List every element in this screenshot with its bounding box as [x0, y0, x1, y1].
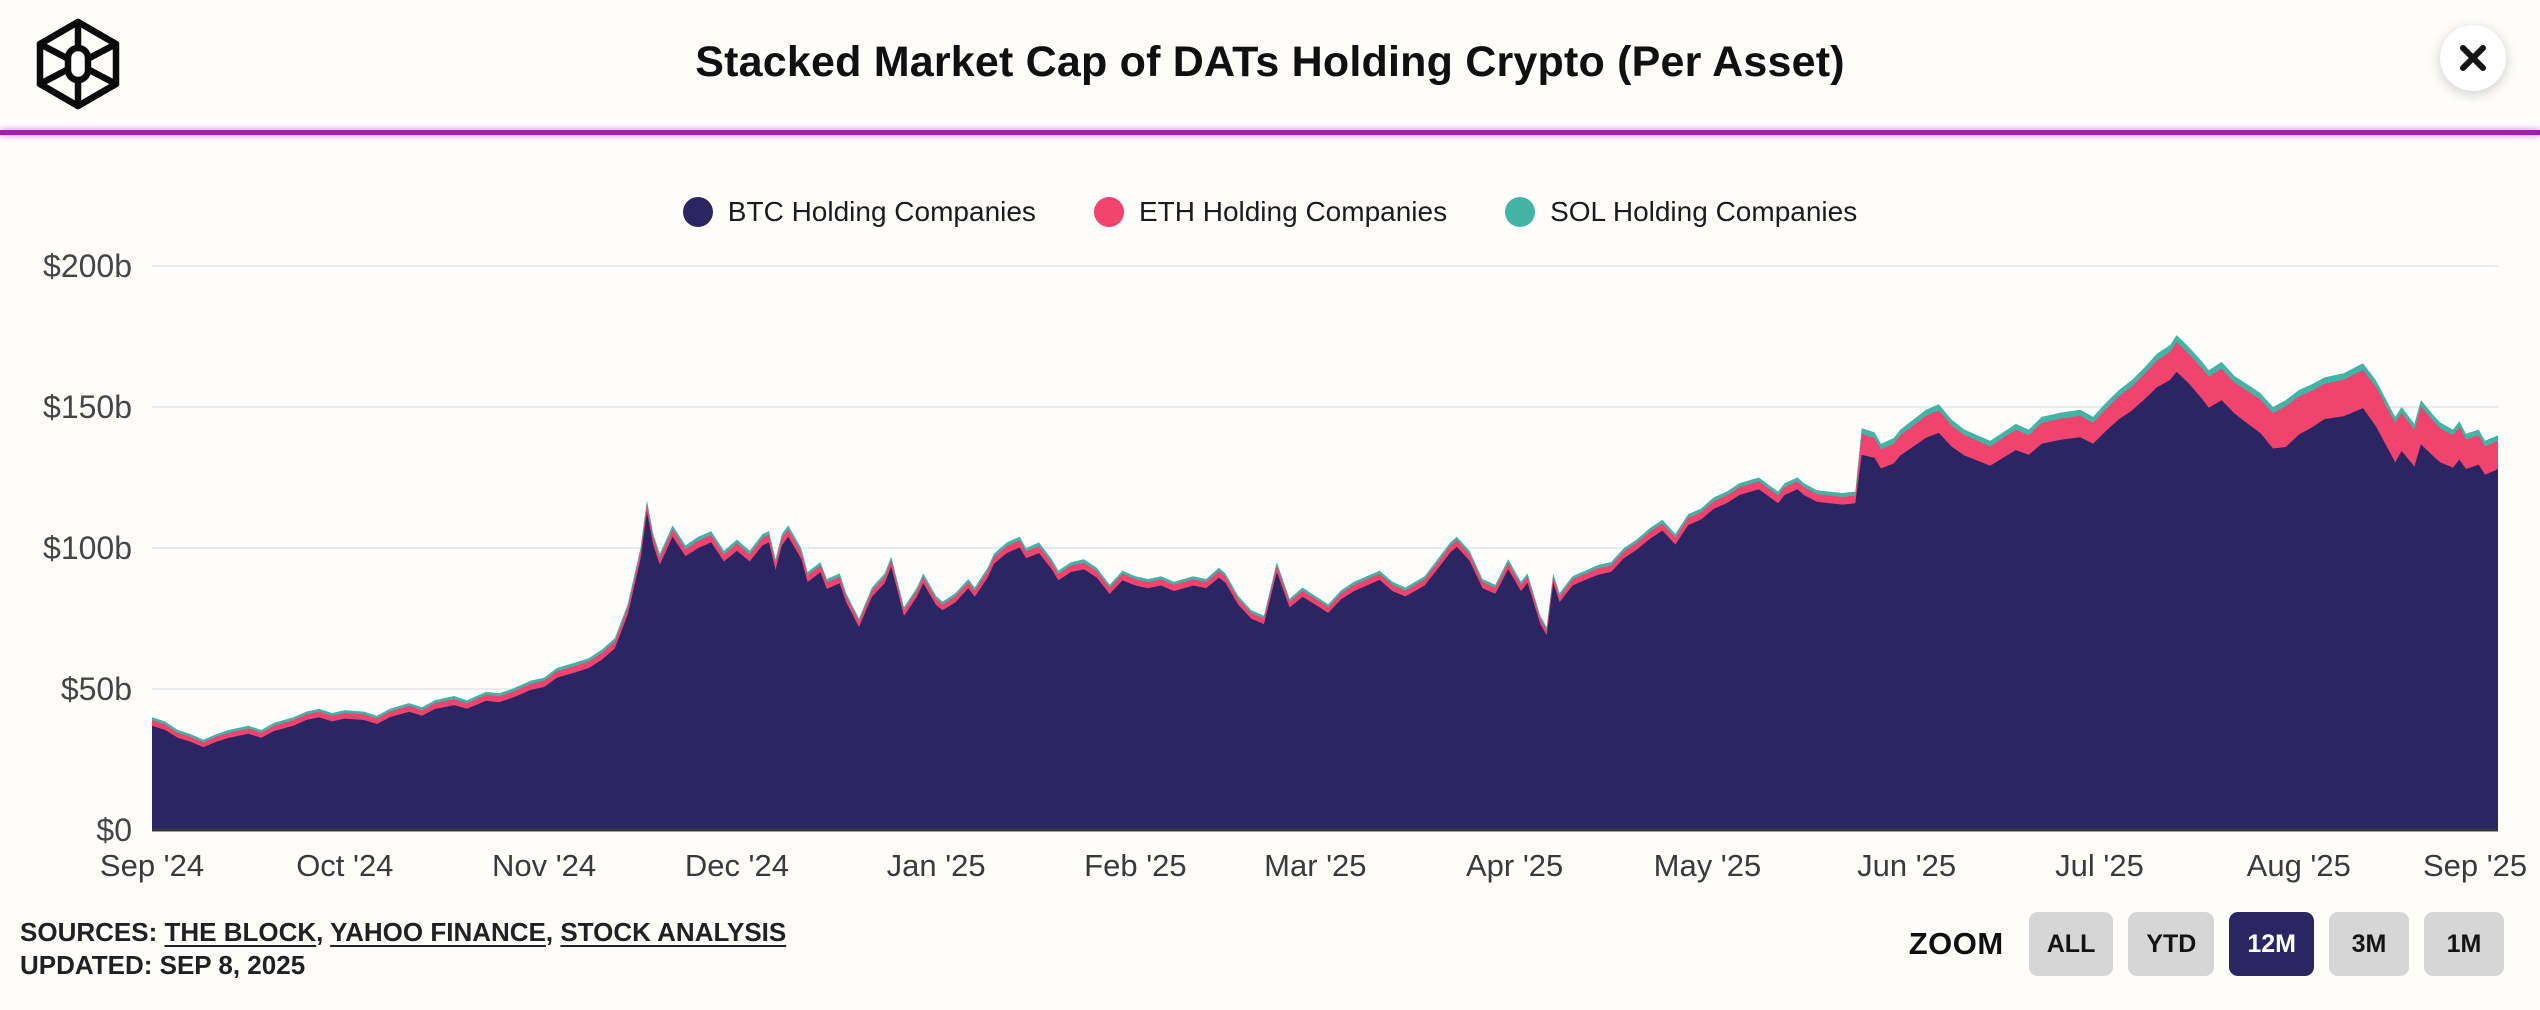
x-tick-label: Jun '25 [1857, 848, 1957, 883]
legend-item-eth[interactable]: ETH Holding Companies [1093, 196, 1448, 228]
x-tick-label: Oct '24 [296, 848, 394, 883]
area-BTC Holding Companies [152, 371, 2498, 830]
x-tick-label: Feb '25 [1084, 848, 1187, 883]
legend-item-btc[interactable]: BTC Holding Companies [682, 196, 1036, 228]
y-tick-label: $100b [43, 530, 132, 566]
x-tick-label: Dec '24 [684, 848, 789, 883]
btc-series-dot-icon [682, 197, 713, 227]
y-tick-label: $150b [43, 389, 132, 425]
zoom-controls: ZOOM ALL YTD 12M 3M 1M [1909, 912, 2504, 976]
eth-series-dot-icon [1093, 197, 1124, 227]
x-tick-label: Apr '25 [1465, 848, 1564, 883]
zoom-button-all[interactable]: ALL [2028, 912, 2114, 976]
legend-item-sol[interactable]: SOL Holding Companies [1505, 196, 1857, 228]
legend-label: BTC Holding Companies [727, 196, 1036, 227]
y-tick-label: $200b [43, 248, 132, 284]
sources-block: SOURCES: THE BLOCK, YAHOO FINANCE, STOCK… [20, 916, 786, 982]
sources-line: SOURCES: THE BLOCK, YAHOO FINANCE, STOCK… [20, 916, 786, 949]
zoom-button-3m[interactable]: 3M [2329, 912, 2409, 976]
sources-label: SOURCES: [20, 917, 158, 947]
page-title: Stacked Market Cap of DATs Holding Crypt… [695, 38, 1845, 86]
separator: , [316, 917, 324, 947]
zoom-button-1m[interactable]: 1M [2424, 912, 2504, 976]
source-link-yahoo-finance[interactable]: YAHOO FINANCE [330, 917, 546, 947]
zoom-button-ytd[interactable]: YTD [2128, 912, 2215, 976]
y-tick-label: $50b [60, 671, 132, 707]
y-tick-label: $0 [96, 812, 132, 848]
zoom-label: ZOOM [1908, 926, 2004, 961]
source-link-stock-analysis[interactable]: STOCK ANALYSIS [560, 917, 787, 947]
updated-line: UPDATED: SEP 8, 2025 [20, 950, 306, 980]
x-tick-label: Jan '25 [886, 848, 986, 883]
accent-divider [0, 130, 2540, 135]
close-icon [2460, 45, 2486, 71]
separator: , [545, 917, 554, 947]
x-tick-label: Sep '25 [2422, 848, 2528, 883]
zoom-button-12m[interactable]: 12M [2229, 912, 2314, 976]
x-tick-label: May '25 [1653, 848, 1762, 883]
x-tick-label: Jul '25 [2055, 848, 2144, 883]
x-tick-label: Sep '24 [99, 848, 205, 883]
legend-label: ETH Holding Companies [1138, 196, 1448, 227]
source-link-the-block[interactable]: THE BLOCK [164, 917, 317, 947]
close-button[interactable] [2440, 25, 2506, 91]
sol-series-dot-icon [1505, 197, 1536, 227]
x-tick-label: Mar '25 [1264, 848, 1367, 883]
x-tick-label: Nov '24 [491, 848, 597, 883]
legend-label: SOL Holding Companies [1550, 196, 1858, 227]
the-block-logo [36, 18, 120, 110]
x-tick-label: Aug '25 [2246, 848, 2351, 883]
chart-legend: BTC Holding Companies ETH Holding Compan… [0, 196, 2540, 228]
